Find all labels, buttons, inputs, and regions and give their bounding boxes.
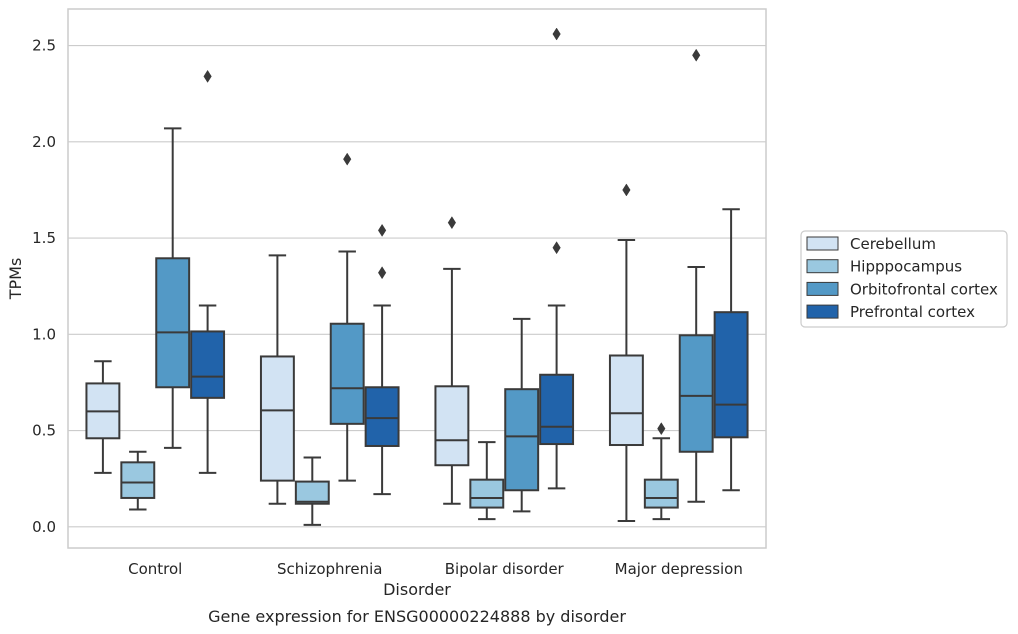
boxes [85, 27, 749, 526]
legend: Cerebellum Hipppocampus Orbitofrontal cort… [800, 230, 1008, 328]
box-iqr [190, 330, 226, 399]
outlier-point [378, 266, 387, 280]
legend-item: Orbitofrontal cortex [806, 280, 998, 298]
legend-swatch [806, 259, 839, 274]
box-iqr [329, 322, 365, 425]
box-iqr [643, 478, 679, 509]
legend-label: Cerebellum [850, 235, 936, 253]
legend-item: Hipppocampus [806, 258, 962, 276]
x-axis-label: Disorder [383, 580, 451, 599]
box-iqr [713, 311, 749, 439]
box-0-0 [85, 360, 121, 474]
box-2-3 [678, 48, 714, 503]
legend-label: Prefrontal cortex [850, 303, 975, 321]
outlier-point [692, 48, 701, 62]
box-iqr [259, 355, 295, 482]
outlier-point [552, 241, 561, 255]
y-tick-label: 2.5 [32, 37, 56, 55]
box-iqr [434, 385, 470, 467]
box-iqr [364, 386, 400, 447]
legend-swatch [806, 281, 839, 296]
chart-caption: Gene expression for ENSG00000224888 by d… [208, 607, 626, 626]
box-3-3 [713, 208, 749, 492]
box-1-1 [294, 456, 330, 526]
box-2-0 [155, 127, 191, 449]
outlier-point [203, 69, 212, 83]
box-2-2 [504, 317, 540, 513]
x-tick-label: Major depression [615, 560, 743, 578]
legend-item: Prefrontal cortex [806, 303, 975, 321]
box-0-3 [608, 183, 644, 523]
plot-frame [67, 8, 767, 549]
legend-item: Cerebellum [806, 235, 936, 253]
y-tick-label: 1.5 [32, 229, 56, 247]
legend-label: Orbitofrontal cortex [850, 280, 998, 298]
box-1-3 [643, 422, 679, 521]
box-iqr [608, 354, 644, 447]
legend-swatch [806, 304, 839, 319]
outlier-point [552, 27, 561, 41]
x-tick-label: Control [128, 560, 182, 578]
box-iqr [504, 388, 540, 492]
y-tick-label: 2.0 [32, 133, 56, 151]
x-tick-label: Schizophrenia [277, 560, 382, 578]
y-tick-label: 1.0 [32, 325, 56, 343]
y-tick-label: 0.5 [32, 422, 56, 440]
box-iqr [678, 334, 714, 453]
y-tick-labels: 0.0 0.5 1.0 1.5 2.0 2.5 [32, 37, 56, 536]
y-axis-label: TPMs [6, 258, 25, 301]
outlier-point [657, 422, 666, 436]
box-1-0 [120, 450, 156, 511]
legend-label: Hipppocampus [850, 258, 962, 276]
box-iqr [294, 480, 330, 505]
box-0-1 [259, 254, 295, 505]
box-0-2 [434, 216, 470, 505]
y-tick-label: 0.0 [32, 518, 56, 536]
box-1-2 [469, 441, 505, 521]
box-3-0 [190, 69, 226, 474]
box-iqr [155, 257, 191, 389]
outlier-point [447, 216, 456, 230]
legend-frame [800, 230, 1008, 328]
x-tick-label: Bipolar disorder [445, 560, 565, 578]
outlier-point [378, 223, 387, 237]
legend-swatch [806, 236, 839, 251]
box-3-1 [364, 223, 400, 496]
box-iqr [120, 461, 156, 499]
box-3-2 [539, 27, 575, 490]
outlier-point [622, 183, 631, 197]
box-iqr [469, 478, 505, 509]
box-2-1 [329, 152, 365, 482]
x-tick-labels: Control Schizophrenia Bipolar disorder Majo… [128, 560, 743, 578]
box-iqr [539, 373, 575, 446]
outlier-point [343, 152, 352, 166]
